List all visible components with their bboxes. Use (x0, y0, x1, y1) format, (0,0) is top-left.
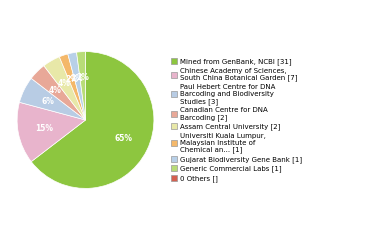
Wedge shape (17, 102, 85, 162)
Wedge shape (68, 52, 86, 120)
Wedge shape (77, 52, 86, 120)
Wedge shape (44, 57, 86, 120)
Text: 4%: 4% (58, 79, 71, 88)
Wedge shape (31, 66, 86, 120)
Text: 2%: 2% (76, 73, 89, 82)
Text: 2%: 2% (65, 75, 78, 84)
Wedge shape (59, 54, 86, 120)
Text: 65%: 65% (114, 134, 133, 143)
Text: 2%: 2% (71, 74, 84, 83)
Text: 4%: 4% (49, 85, 62, 95)
Wedge shape (19, 78, 86, 120)
Wedge shape (31, 52, 154, 188)
Text: 15%: 15% (35, 124, 53, 133)
Legend: Mined from GenBank, NCBI [31], Chinese Academy of Sciences,
South China Botanica: Mined from GenBank, NCBI [31], Chinese A… (171, 58, 302, 182)
Text: 6%: 6% (41, 97, 54, 106)
